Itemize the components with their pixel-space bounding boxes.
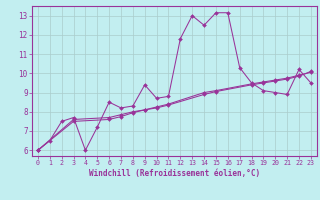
X-axis label: Windchill (Refroidissement éolien,°C): Windchill (Refroidissement éolien,°C) (89, 169, 260, 178)
